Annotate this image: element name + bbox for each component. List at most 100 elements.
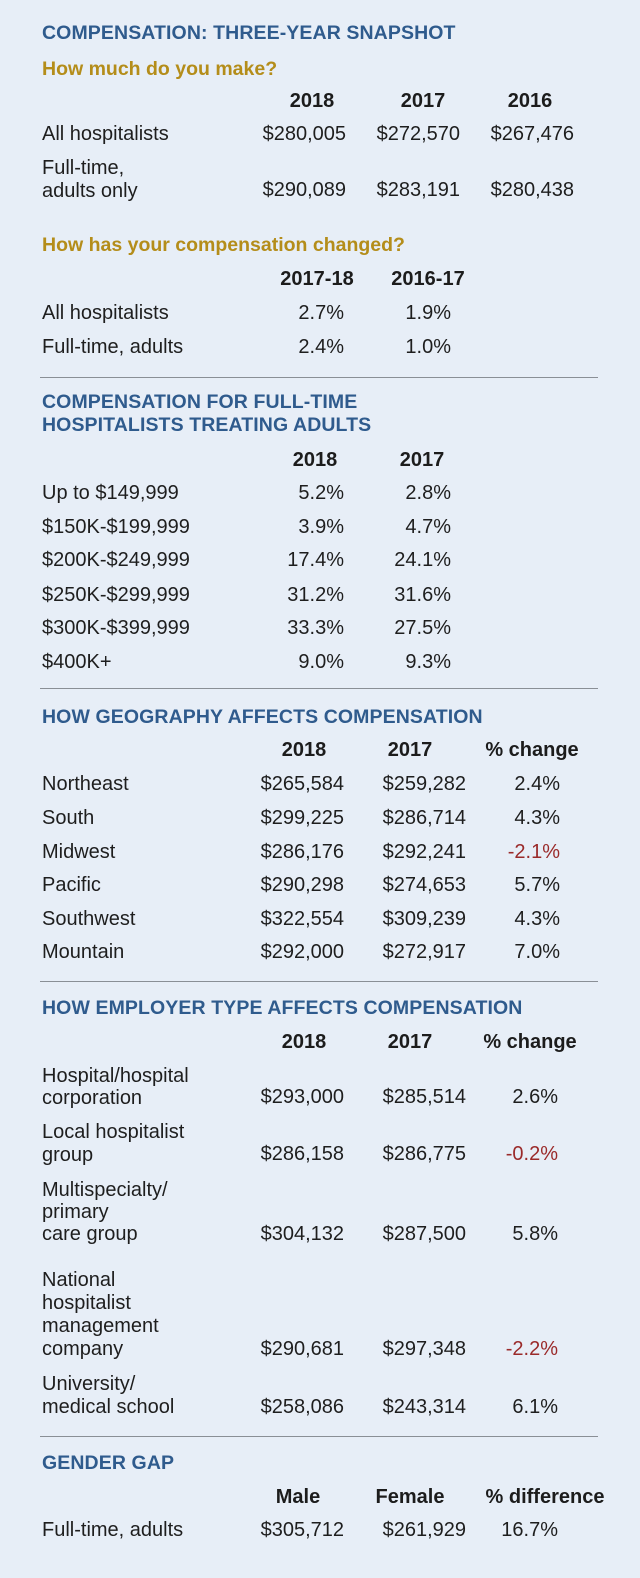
employer-row-label-line: primary	[42, 1201, 109, 1223]
section-divider	[40, 981, 598, 982]
employer-title: HOW EMPLOYER TYPE AFFECTS COMPENSATION	[42, 997, 523, 1019]
geography-row-label: South	[42, 807, 95, 829]
changed-value: 2.7%	[298, 302, 344, 324]
gender-title: GENDER GAP	[42, 1452, 175, 1474]
employer-value: $287,500	[382, 1223, 466, 1245]
make-col-2017: 2017	[400, 90, 446, 112]
gender-difference: 16.7%	[501, 1519, 558, 1541]
changed-row-label: All hospitalists	[42, 302, 169, 324]
fulltime-row-label: $400K+	[42, 651, 112, 673]
geography-title: HOW GEOGRAPHY AFFECTS COMPENSATION	[42, 706, 483, 728]
employer-value: $297,348	[382, 1338, 466, 1360]
snapshot-title: COMPENSATION: THREE-YEAR SNAPSHOT	[42, 22, 456, 44]
fulltime-title-line: HOSPITALISTS TREATING ADULTS	[42, 414, 372, 436]
employer-row-label-line: corporation	[42, 1087, 143, 1109]
geography-value: $286,176	[260, 841, 344, 863]
make-row-label-line: Full-time,	[42, 157, 125, 179]
gender-col-male: Male	[275, 1486, 321, 1508]
employer-value: $293,000	[260, 1086, 344, 1108]
changed-value: 2.4%	[298, 336, 344, 358]
fulltime-value: 9.0%	[298, 651, 344, 673]
geography-row-label: Midwest	[42, 841, 116, 863]
employer-change: 6.1%	[512, 1396, 558, 1418]
make-value: $280,005	[262, 123, 346, 145]
geography-col-2018: 2018	[281, 739, 327, 761]
gender-value: $305,712	[260, 1519, 344, 1541]
geography-col-change: % change	[485, 739, 579, 761]
fulltime-row-label: $150K-$199,999	[42, 516, 190, 538]
fulltime-value: 33.3%	[287, 617, 344, 639]
geography-change-negative: -2.1%	[507, 841, 560, 863]
make-value: $290,089	[262, 179, 346, 201]
changed-col-2017-18: 2017-18	[280, 268, 354, 290]
employer-row-label-line: company	[42, 1338, 124, 1360]
changed-value: 1.9%	[405, 302, 451, 324]
make-value: $283,191	[376, 179, 460, 201]
geography-change: 4.3%	[514, 908, 560, 930]
employer-row-label-line: group	[42, 1144, 94, 1166]
gender-value: $261,929	[382, 1519, 466, 1541]
fulltime-row-label: $200K-$249,999	[42, 549, 190, 571]
fulltime-value: 4.7%	[405, 516, 451, 538]
make-col-2018: 2018	[289, 90, 335, 112]
employer-value: $304,132	[260, 1223, 344, 1245]
make-value: $267,476	[490, 123, 574, 145]
geography-value: $265,584	[260, 773, 344, 795]
geography-change: 2.4%	[514, 773, 560, 795]
geography-row-label: Northeast	[42, 773, 129, 795]
section-divider	[40, 377, 598, 378]
employer-col-2018: 2018	[281, 1031, 327, 1053]
fulltime-title-line: COMPENSATION FOR FULL-TIME	[42, 391, 358, 413]
changed-row-label: Full-time, adults	[42, 336, 184, 358]
employer-row-label-line: Multispecialty/	[42, 1179, 168, 1201]
geography-row-label: Pacific	[42, 874, 101, 896]
fulltime-value: 3.9%	[298, 516, 344, 538]
geography-value: $272,917	[382, 941, 466, 963]
geography-value: $274,653	[382, 874, 466, 896]
geography-value: $322,554	[260, 908, 344, 930]
geography-col-2017: 2017	[387, 739, 433, 761]
employer-value: $285,514	[382, 1086, 466, 1108]
employer-value: $243,314	[382, 1396, 466, 1418]
gender-row-label: Full-time, adults	[42, 1519, 184, 1541]
employer-change-negative: -0.2%	[505, 1143, 558, 1165]
changed-value: 1.0%	[405, 336, 451, 358]
employer-change-negative: -2.2%	[505, 1338, 558, 1360]
fulltime-value: 5.2%	[298, 482, 344, 504]
employer-row-label-line: University/	[42, 1373, 136, 1395]
make-value: $272,570	[376, 123, 460, 145]
employer-row-label-line: Local hospitalist	[42, 1121, 185, 1143]
fulltime-row-label: $250K-$299,999	[42, 584, 190, 606]
section-divider	[40, 1436, 598, 1437]
employer-value: $286,775	[382, 1143, 466, 1165]
geography-value: $286,714	[382, 807, 466, 829]
geography-change: 4.3%	[514, 807, 560, 829]
make-value: $280,438	[490, 179, 574, 201]
employer-change: 2.6%	[512, 1086, 558, 1108]
employer-row-label-line: National	[42, 1269, 116, 1291]
fulltime-value: 2.8%	[405, 482, 451, 504]
make-row-label: All hospitalists	[42, 123, 169, 145]
geography-value: $259,282	[382, 773, 466, 795]
fulltime-value: 24.1%	[394, 549, 451, 571]
employer-row-label-line: Hospital/hospital	[42, 1065, 189, 1087]
fulltime-row-label: Up to $149,999	[42, 482, 179, 504]
gender-col-female: Female	[375, 1486, 445, 1508]
geography-value: $292,241	[382, 841, 466, 863]
employer-row-label-line: care group	[42, 1223, 138, 1245]
fulltime-value: 31.6%	[394, 584, 451, 606]
fulltime-value: 27.5%	[394, 617, 451, 639]
gender-col-difference: % difference	[485, 1486, 605, 1508]
fulltime-col-2018: 2018	[292, 449, 338, 471]
employer-col-change: % change	[483, 1031, 577, 1053]
geography-row-label: Southwest	[42, 908, 136, 930]
make-row-label-line: adults only	[42, 180, 138, 202]
geography-value: $309,239	[382, 908, 466, 930]
geography-change: 7.0%	[514, 941, 560, 963]
fulltime-row-label: $300K-$399,999	[42, 617, 190, 639]
employer-row-label-line: hospitalist	[42, 1292, 131, 1314]
employer-value: $286,158	[260, 1143, 344, 1165]
changed-subtitle: How has your compensation changed?	[42, 234, 405, 256]
geography-value: $292,000	[260, 941, 344, 963]
fulltime-value: 9.3%	[405, 651, 451, 673]
